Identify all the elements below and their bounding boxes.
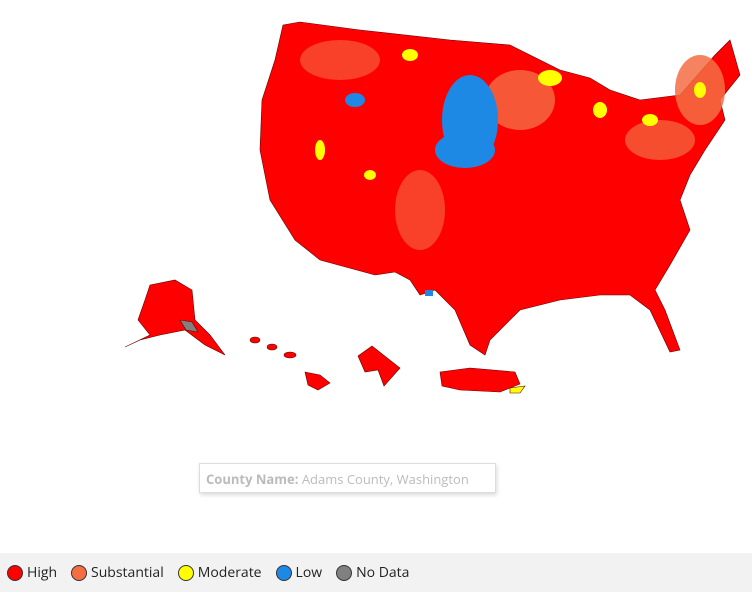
hawaii-islands xyxy=(266,343,278,351)
legend-item[interactable]: Moderate xyxy=(177,563,262,582)
legend-label: Moderate xyxy=(197,563,262,582)
legend-swatch xyxy=(336,564,353,581)
map xyxy=(124,21,741,394)
puerto-rico-moderate xyxy=(509,385,526,394)
alaska-no-data xyxy=(179,319,199,333)
hawaii[interactable] xyxy=(304,371,331,391)
legend-label: High xyxy=(27,563,58,582)
hawaii-islands xyxy=(249,336,261,344)
legend-swatch xyxy=(7,564,23,581)
territory[interactable] xyxy=(357,345,401,387)
hawaii-islands xyxy=(283,351,297,359)
legend-label: Low xyxy=(295,563,323,582)
legend-item[interactable]: Substantial xyxy=(71,563,164,582)
tooltip-value: Adams County, Washington xyxy=(301,470,469,488)
legend-label: No Data xyxy=(356,563,410,582)
legend-item[interactable]: High xyxy=(7,563,57,582)
legend-label: Substantial xyxy=(91,563,164,582)
tooltip-label: County Name: xyxy=(206,470,299,488)
tooltip: County Name: Adams County, Washington xyxy=(199,463,496,493)
legend-swatch xyxy=(177,564,194,581)
legend-item[interactable]: Low xyxy=(275,563,323,582)
county-patches xyxy=(300,40,725,296)
legend-swatch xyxy=(275,564,292,581)
legend-item[interactable]: No Data xyxy=(336,563,409,582)
legend-swatch xyxy=(71,564,88,581)
legend: High Substantial Moderate Low No Data xyxy=(0,553,752,592)
alaska[interactable] xyxy=(124,279,226,356)
contiguous-us[interactable] xyxy=(259,21,741,356)
puerto-rico[interactable] xyxy=(439,367,521,393)
